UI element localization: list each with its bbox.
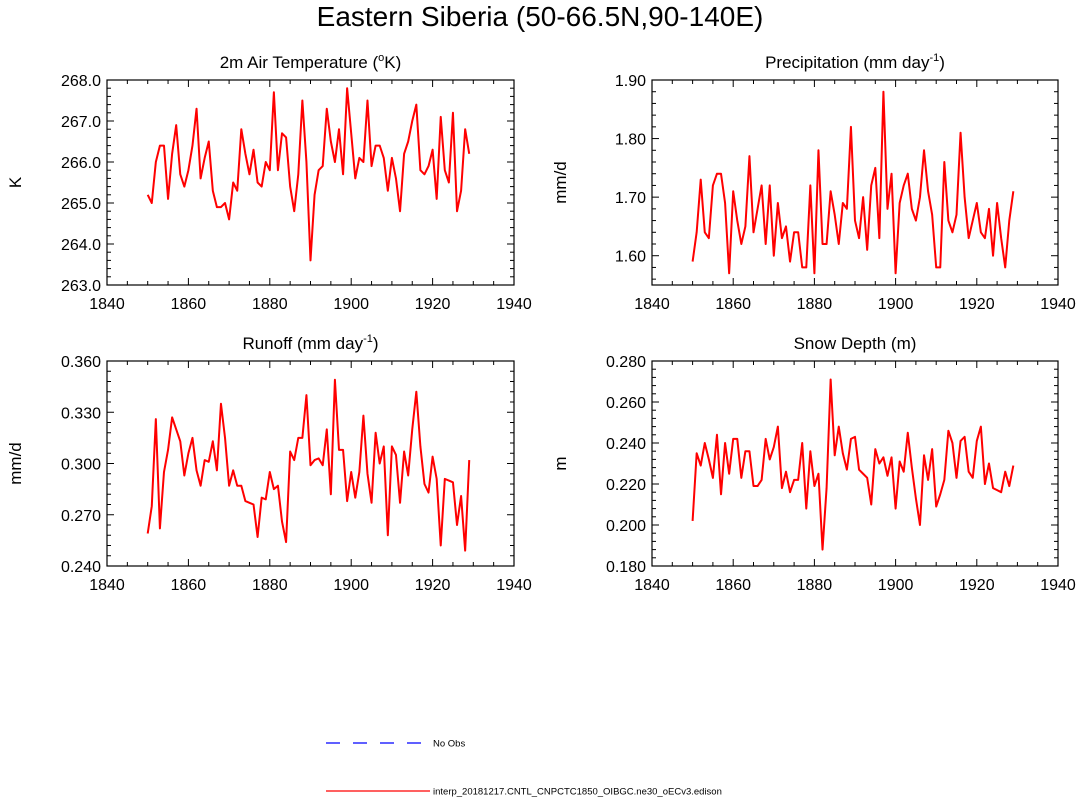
x-tick-label: 1860: [715, 577, 751, 594]
y-axis-label: K: [6, 176, 25, 188]
x-tick-label: 1900: [333, 296, 369, 313]
x-tick-label: 1860: [171, 296, 207, 313]
panel-title: Snow Depth (m): [794, 334, 917, 353]
y-tick-label: 0.330: [61, 405, 101, 422]
y-tick-label: 1.80: [615, 132, 646, 149]
x-tick-label: 1940: [496, 577, 532, 594]
x-tick-label: 1840: [634, 296, 670, 313]
panel-4: Snow Depth (m) 1840 1860 1880 1900 1920 1940 0.…: [551, 334, 1076, 594]
x-tick-label: 1940: [496, 296, 532, 313]
y-axis-label: mm/d: [6, 442, 25, 485]
x-tick-label: 1860: [715, 296, 751, 313]
plot-frame: [651, 360, 1059, 567]
y-tick-label: 1.90: [615, 73, 646, 90]
y-tick-label: 1.70: [615, 190, 646, 207]
panel-3: Runoff (mm day-1) 1840 1860 1880 1900 1920 194…: [6, 333, 532, 594]
x-tick-label: 1880: [252, 296, 288, 313]
legend: No Obs interp_20181217.CNTL_CNPCTC1850_O…: [326, 739, 722, 798]
x-tick-label: 1940: [1040, 577, 1076, 594]
y-tick-label: 264.0: [61, 237, 101, 254]
panels-group: 2m Air Temperature (oK) 1840 1860 1880 1900 1…: [6, 52, 1076, 594]
legend-model-label: interp_20181217.CNTL_CNPCTC1850_OIBGC.ne…: [433, 787, 722, 798]
x-tick-label: 1880: [252, 577, 288, 594]
y-tick-label: 265.0: [61, 196, 101, 213]
x-tick-label: 1900: [878, 577, 914, 594]
x-tick-label: 1920: [415, 577, 451, 594]
y-tick-label: 0.280: [606, 354, 646, 371]
x-tick-label: 1840: [89, 296, 125, 313]
y-tick-label: 0.260: [606, 395, 646, 412]
x-tick-label: 1920: [959, 296, 995, 313]
y-tick-label: 0.240: [606, 436, 646, 453]
y-tick-label: 0.180: [606, 559, 646, 576]
x-tick-label: 1880: [797, 577, 833, 594]
x-tick-label: 1940: [1040, 296, 1076, 313]
x-tick-label: 1900: [878, 296, 914, 313]
y-tick-label: 268.0: [61, 73, 101, 90]
y-tick-label: 1.60: [615, 249, 646, 266]
y-tick-label: 0.270: [61, 508, 101, 525]
panel-title: 2m Air Temperature (oK): [220, 52, 402, 72]
x-tick-label: 1920: [415, 296, 451, 313]
x-tick-label: 1840: [634, 577, 670, 594]
x-tick-label: 1920: [959, 577, 995, 594]
y-tick-label: 0.200: [606, 518, 646, 535]
y-tick-label: 0.360: [61, 354, 101, 371]
y-tick-label: 0.220: [606, 477, 646, 494]
y-tick-label: 267.0: [61, 114, 101, 131]
panel-1: 2m Air Temperature (oK) 1840 1860 1880 1900 1…: [6, 52, 532, 313]
y-tick-label: 0.300: [61, 457, 101, 474]
panel-title: Runoff (mm day-1): [242, 333, 378, 353]
y-tick-label: 266.0: [61, 155, 101, 172]
series-line-model: [691, 378, 1015, 551]
x-tick-label: 1860: [171, 577, 207, 594]
x-tick-label: 1840: [89, 577, 125, 594]
legend-obs-label: No Obs: [433, 739, 465, 750]
panel-2: Precipitation (mm day-1) 1840 1860 1880 1900…: [551, 52, 1076, 313]
y-axis-label: mm/d: [551, 161, 570, 204]
series-line-model: [691, 90, 1015, 275]
y-axis-label: m: [551, 456, 570, 470]
figure-title: Eastern Siberia (50-66.5N,90-140E): [317, 1, 764, 32]
y-tick-label: 263.0: [61, 278, 101, 295]
x-tick-label: 1880: [797, 296, 833, 313]
series-line-model: [146, 87, 471, 262]
y-tick-label: 0.240: [61, 559, 101, 576]
x-tick-label: 1900: [333, 577, 369, 594]
series-line-model: [146, 378, 471, 552]
panel-title: Precipitation (mm day-1): [765, 52, 945, 72]
